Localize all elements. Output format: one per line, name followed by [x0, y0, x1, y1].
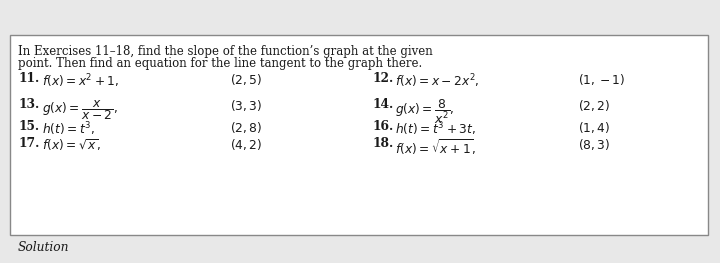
Text: $h(t) = t^3,$: $h(t) = t^3,$	[42, 120, 95, 138]
Text: $f(x) = x^2 + 1,$: $f(x) = x^2 + 1,$	[42, 72, 120, 90]
Text: $f(x) = \sqrt{x},$: $f(x) = \sqrt{x},$	[42, 137, 101, 153]
Text: $(3, 3)$: $(3, 3)$	[230, 98, 262, 113]
Text: $g(x) = \dfrac{8}{x^2},$: $g(x) = \dfrac{8}{x^2},$	[395, 98, 454, 126]
Text: $(1, -1)$: $(1, -1)$	[578, 72, 626, 87]
Text: 12.: 12.	[372, 72, 393, 85]
Text: $g(x) = \dfrac{x}{x-2},$: $g(x) = \dfrac{x}{x-2},$	[42, 98, 118, 122]
Text: 15.: 15.	[18, 120, 39, 133]
Text: 11.: 11.	[18, 72, 40, 85]
Text: $(1, 4)$: $(1, 4)$	[578, 120, 611, 135]
Text: $(4, 2)$: $(4, 2)$	[230, 137, 262, 152]
Text: $f(x) = x - 2x^2,$: $f(x) = x - 2x^2,$	[395, 72, 480, 90]
Text: 16.: 16.	[372, 120, 393, 133]
Text: 17.: 17.	[18, 137, 40, 150]
Text: $(2, 8)$: $(2, 8)$	[230, 120, 262, 135]
Text: 13.: 13.	[18, 98, 40, 111]
Text: In Exercises 11–18, find the slope of the function’s graph at the given: In Exercises 11–18, find the slope of th…	[18, 45, 433, 58]
Text: $(2, 2)$: $(2, 2)$	[578, 98, 611, 113]
Text: $(8, 3)$: $(8, 3)$	[578, 137, 611, 152]
Bar	[10, 35, 708, 235]
Text: $f(x) = \sqrt{x+1},$: $f(x) = \sqrt{x+1},$	[395, 137, 476, 157]
Text: Solution: Solution	[18, 241, 70, 254]
Text: $h(t) = t^3 + 3t,$: $h(t) = t^3 + 3t,$	[395, 120, 476, 138]
Text: 18.: 18.	[372, 137, 393, 150]
Text: 14.: 14.	[372, 98, 393, 111]
Text: $(2, 5)$: $(2, 5)$	[230, 72, 262, 87]
Text: point. Then find an equation for the line tangent to the graph there.: point. Then find an equation for the lin…	[18, 57, 422, 70]
